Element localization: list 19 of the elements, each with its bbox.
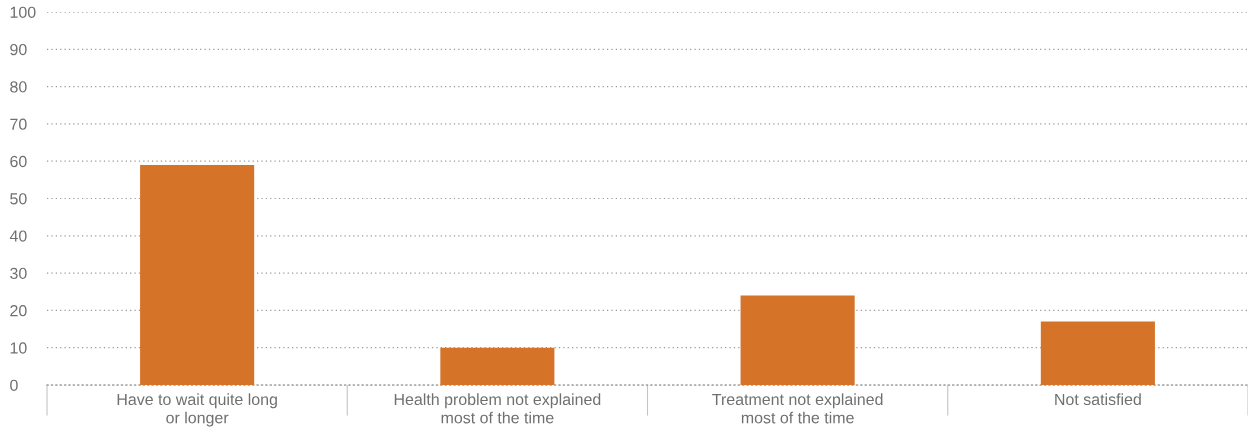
y-tick-label: 40: [9, 230, 27, 242]
y-tick-label: 0: [10, 379, 18, 391]
y-tick-label: 20: [10, 305, 27, 317]
x-tick-label: Have to wait quite long or longer: [117, 393, 277, 427]
x-tick-label: Health problem not explained most of the time: [394, 393, 601, 424]
y-tick-label: 70: [10, 118, 27, 130]
y-tick-label: 60: [10, 155, 27, 168]
bar: [440, 347, 555, 385]
y-tick-label: 90: [10, 43, 27, 56]
bar: [1040, 321, 1155, 385]
y-tick-label: 10: [10, 342, 27, 354]
y-tick-label: 30: [10, 267, 27, 280]
y-tick-label: 100: [10, 6, 36, 18]
bar: [740, 295, 855, 385]
y-tick-label: 80: [10, 81, 27, 93]
y-tick-label: 50: [10, 193, 27, 205]
x-tick-label: Not satisfied: [1055, 393, 1141, 406]
bar: [140, 164, 255, 385]
x-tick-label: Treatment not explained most of the time: [712, 393, 883, 424]
